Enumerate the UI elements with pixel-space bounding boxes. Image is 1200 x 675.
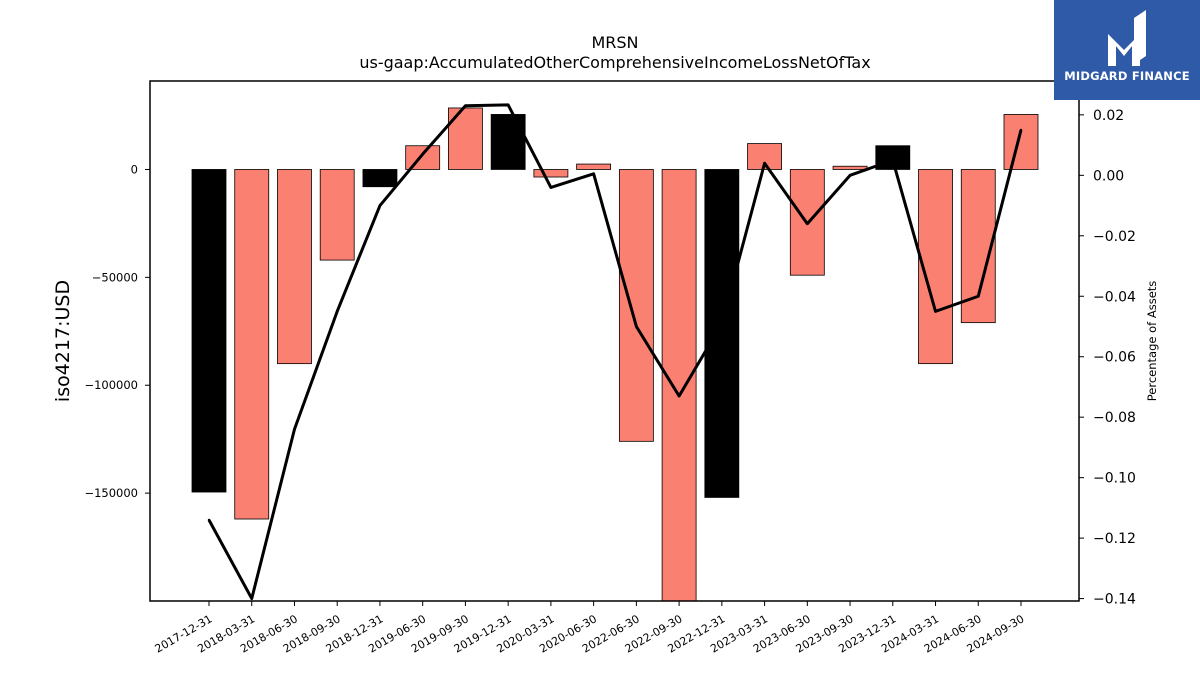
line-point-2023-03-31 xyxy=(763,162,766,165)
plot-frame xyxy=(149,80,1080,602)
line-point-2024-06-30 xyxy=(977,295,980,298)
bar-2018-03-31 xyxy=(234,169,270,520)
bar-2020-06-30 xyxy=(576,163,612,170)
y-axis-label: iso4217:USD xyxy=(52,280,74,402)
line-point-2022-12-31 xyxy=(720,322,724,325)
line-point-2024-09-30 xyxy=(1019,128,1023,132)
line-series xyxy=(207,103,1023,601)
bar-series xyxy=(191,107,1039,602)
y-tick-label: −100000 xyxy=(84,378,138,392)
percentage-line xyxy=(207,103,1023,601)
bar-2019-12-31 xyxy=(490,114,526,170)
line-point-2018-06-30 xyxy=(293,428,296,431)
y-tick-label: −50000 xyxy=(92,270,138,284)
bar-2018-06-30 xyxy=(277,169,312,365)
y2-tick-label: −0.08 xyxy=(1093,410,1136,426)
chart-title: MRSN xyxy=(591,33,638,52)
chart-subtitle: us-gaap:AccumulatedOtherComprehensiveInc… xyxy=(359,53,870,72)
y-tick-label: −150000 xyxy=(84,486,138,500)
line-point-2022-06-30 xyxy=(635,325,638,328)
y2-tick-label: −0.10 xyxy=(1093,471,1136,487)
bar-2023-09-30 xyxy=(832,165,868,170)
line-point-2018-03-31 xyxy=(250,597,253,600)
y2-tick-label: 0.00 xyxy=(1093,168,1124,184)
line-point-2019-12-31 xyxy=(506,103,510,107)
y2-tick-label: 0.02 xyxy=(1093,108,1124,124)
y2-tick-label: −0.04 xyxy=(1093,289,1136,305)
line-point-2023-06-30 xyxy=(806,222,809,225)
line-point-2019-09-30 xyxy=(464,104,467,107)
logo-text: MIDGARD FINANCE xyxy=(1064,69,1190,83)
bar-2019-06-30 xyxy=(405,145,441,170)
logo-mark-icon xyxy=(1108,10,1146,66)
bar-2024-09-30 xyxy=(1003,114,1039,170)
bar-2020-03-31 xyxy=(533,169,569,178)
line-point-2018-09-30 xyxy=(336,310,339,313)
line-point-2017-12-31 xyxy=(207,518,211,522)
brand-logo: MIDGARD FINANCE xyxy=(1054,0,1200,100)
y2-axis-label: Percentage of Assets xyxy=(1145,281,1159,402)
y2-tick-label: −0.14 xyxy=(1093,592,1136,608)
line-point-2023-12-31 xyxy=(891,159,894,162)
bar-2022-06-30 xyxy=(618,169,654,442)
line-point-2020-03-31 xyxy=(549,186,553,189)
line-point-2019-06-30 xyxy=(421,152,424,156)
y-tick-label: 0 xyxy=(131,162,138,176)
line-point-2018-12-31 xyxy=(378,204,382,207)
line-point-2022-09-30 xyxy=(677,394,681,398)
y2-tick-label: −0.02 xyxy=(1093,229,1136,245)
bar-2018-09-30 xyxy=(319,169,355,261)
bar-2022-09-30 xyxy=(661,169,697,602)
line-point-2020-06-30 xyxy=(592,172,595,176)
y2-tick-label: −0.06 xyxy=(1093,350,1136,366)
line-point-2023-09-30 xyxy=(848,174,852,177)
bar-2024-06-30 xyxy=(960,169,996,324)
y2-tick-label: −0.12 xyxy=(1093,531,1136,547)
bar-2018-12-31 xyxy=(362,169,398,188)
bar-2022-12-31 xyxy=(704,169,740,498)
bar-2017-12-31 xyxy=(191,169,227,493)
line-point-2024-03-31 xyxy=(934,310,937,313)
